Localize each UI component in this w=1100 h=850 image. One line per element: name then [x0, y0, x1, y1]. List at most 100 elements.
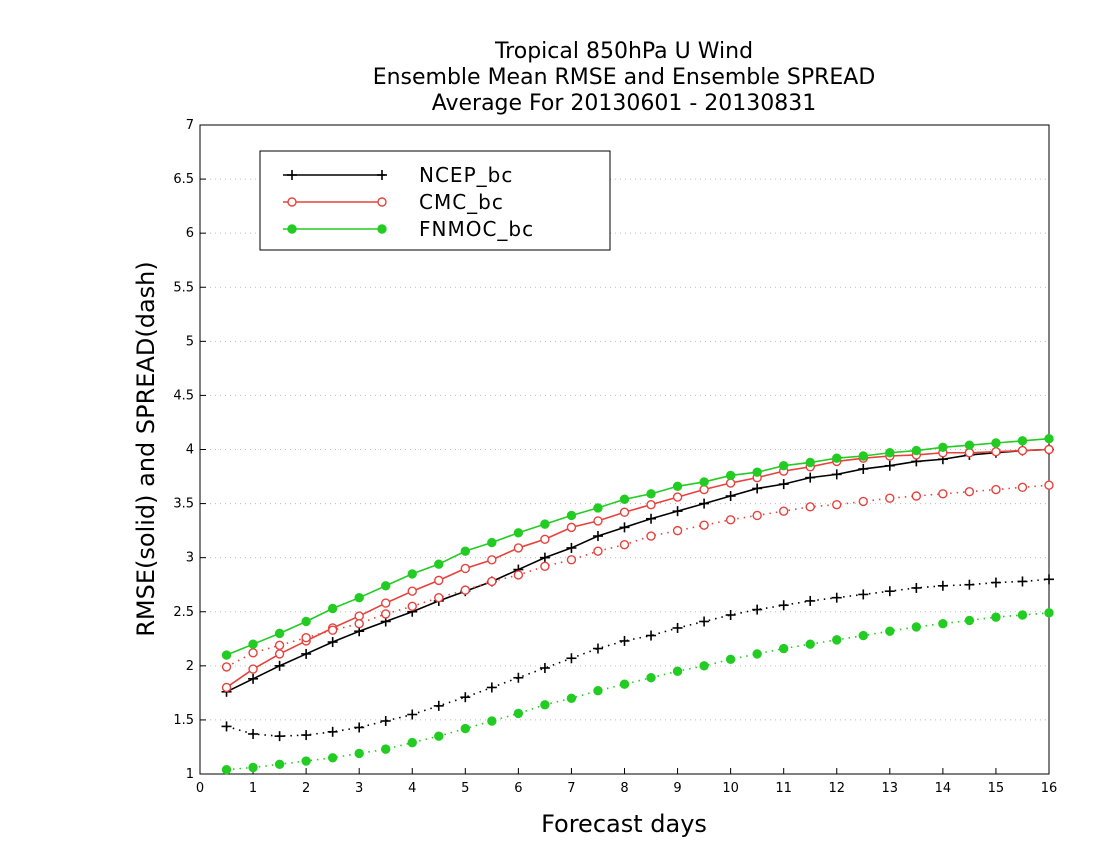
rmse-point	[460, 546, 471, 556]
spread-point	[964, 615, 975, 626]
spread-point	[964, 579, 975, 590]
spread-point	[301, 730, 312, 741]
rmse-point	[248, 664, 258, 674]
x-tick-label: 2	[302, 781, 310, 796]
rmse-point	[301, 648, 312, 659]
spread-point	[274, 640, 285, 650]
spread-point	[858, 589, 869, 600]
rmse-point	[381, 581, 391, 591]
rmse-point	[885, 448, 895, 458]
spread-point	[513, 708, 524, 719]
spread-point	[990, 577, 1001, 588]
y-tick-label: 4.5	[173, 388, 194, 403]
x-tick-label: 8	[620, 781, 628, 796]
rmse-point	[619, 507, 630, 517]
rmse-line	[226, 437, 1050, 656]
legend-marker-right	[377, 224, 387, 234]
legend-entry-fnmoc-bc: FNMOC_bc	[283, 217, 534, 241]
spread-point	[327, 753, 338, 763]
spread-point	[433, 700, 444, 711]
x-tick-label: 4	[408, 781, 416, 796]
rmse-point	[964, 440, 975, 450]
legend-label: CMC_bc	[419, 190, 504, 214]
spread-point	[1044, 608, 1054, 618]
x-tick-label: 12	[828, 781, 845, 796]
series-cmc-bc	[221, 444, 1054, 693]
y-axis-label: RMSE(solid) and SPREAD(dash)	[132, 261, 160, 637]
spread-point	[221, 662, 232, 672]
spread-point	[539, 662, 550, 673]
spread-point	[407, 709, 418, 720]
spread-point	[699, 661, 709, 671]
legend-label: FNMOC_bc	[419, 217, 534, 241]
rmse-point	[725, 478, 736, 488]
y-tick-label: 6	[186, 226, 194, 241]
spread-point	[540, 700, 550, 710]
rmse-point	[778, 461, 789, 471]
x-tick-label: 6	[514, 781, 522, 796]
y-tick-label: 6.5	[173, 172, 194, 187]
spread-point	[885, 626, 895, 636]
spread-point	[672, 666, 683, 676]
rmse-point	[221, 682, 232, 693]
spread-point	[699, 520, 709, 530]
rmse-point	[407, 569, 417, 579]
rmse-point	[884, 460, 895, 471]
x-tick-label: 9	[673, 781, 681, 796]
spread-point	[381, 609, 391, 619]
rmse-point	[858, 451, 868, 461]
chart-title: Tropical 850hPa U Wind Ensemble Mean RMS…	[373, 39, 876, 116]
x-tick-label: 5	[461, 781, 469, 796]
spread-point	[1044, 480, 1054, 490]
rmse-point	[407, 586, 417, 596]
legend-marker-left	[287, 197, 297, 207]
y-tick-label: 5	[186, 334, 194, 349]
spread-point	[460, 723, 471, 734]
rmse-point	[539, 552, 550, 563]
rmse-point	[725, 470, 736, 481]
title-line-1: Tropical 850hPa U Wind	[494, 39, 753, 64]
rmse-point	[646, 489, 656, 499]
rmse-point	[752, 467, 762, 477]
rmse-point	[1017, 445, 1028, 456]
rmse-point	[699, 477, 709, 487]
legend-marker-left	[287, 170, 297, 180]
rmse-point	[778, 479, 789, 490]
rmse-point	[832, 453, 842, 463]
x-tick-label: 7	[567, 781, 575, 796]
rmse-point	[831, 469, 842, 480]
rmse-point	[646, 499, 656, 510]
spread-point	[381, 744, 391, 754]
spread-point	[619, 679, 630, 689]
rmse-point	[699, 498, 710, 509]
rmse-point	[566, 542, 577, 553]
rmse-point	[938, 442, 948, 453]
spread-point	[911, 491, 922, 501]
rmse-point	[805, 472, 816, 483]
spread-point	[672, 525, 683, 536]
spread-point	[619, 635, 630, 646]
spread-point	[805, 502, 815, 512]
rmse-point	[434, 575, 444, 586]
spread-point	[593, 546, 603, 556]
legend-marker-right	[377, 197, 387, 207]
x-tick-label: 0	[196, 781, 204, 796]
x-tick-label: 10	[722, 781, 739, 796]
rmse-point	[540, 534, 550, 544]
series-layer	[221, 433, 1054, 775]
spread-point	[885, 493, 895, 503]
spread-point	[778, 506, 789, 516]
y-axis-ticks: 1 1.5 2 2.5 3 3.5 4 4.5 5 5.5 6 6.5 7	[173, 118, 206, 782]
y-tick-label: 3.5	[173, 497, 194, 512]
y-tick-label: 2	[186, 659, 194, 674]
spread-point	[752, 604, 763, 615]
spread-point	[354, 722, 365, 733]
spread-point	[725, 654, 736, 665]
spread-point	[831, 592, 842, 603]
rmse-point	[248, 673, 259, 684]
spread-point	[1044, 574, 1054, 585]
y-tick-label: 4	[186, 443, 194, 458]
rmse-point	[274, 649, 285, 659]
spread-point	[991, 484, 1001, 495]
spread-point	[725, 515, 736, 525]
